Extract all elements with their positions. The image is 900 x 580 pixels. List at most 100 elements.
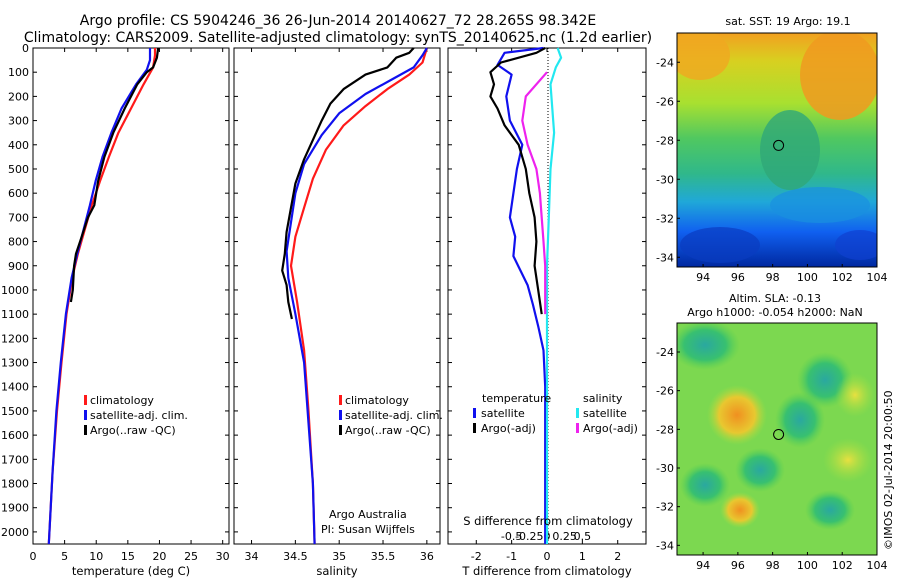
x-tick-label: 2: [614, 550, 621, 563]
salinity-series: [281, 47, 428, 545]
legend-label-t-satellite: satellite: [481, 407, 525, 420]
argo-position-marker: [773, 139, 785, 151]
annotation-pi: PI: Susan Wijffels: [321, 523, 415, 536]
legend-heading-temperature: temperature: [482, 392, 551, 405]
s-difference-ticks: -0.5-0.25 0 0.250.5: [501, 530, 591, 543]
legend-swatch-argo: [84, 425, 87, 435]
legend-swatch-s-satellite: [576, 408, 579, 418]
sla-map-title-line1: Altim. SLA: -0.13: [729, 292, 821, 305]
map-y-tick-label: -26: [656, 385, 674, 398]
sla-map-axes: 94 96 98 100 102 104 -24 -26 -28 -30 -32 -34: [656, 346, 887, 572]
legend-heading-salinity: salinity: [583, 392, 623, 405]
series-line-t-argo-adj-: [489, 47, 546, 315]
x-tick-label: 15: [121, 550, 135, 563]
legend-label-argo: Argo(..raw -QC): [90, 424, 176, 437]
map-x-tick-label: 100: [797, 559, 818, 572]
temperature-x-axis: 0 5 10 15 20 25 30: [30, 48, 230, 563]
figure-title-line1: Argo profile: CS 5904246_36 26-Jun-2014 …: [80, 13, 596, 29]
legend-label-satellite: satellite-adj. clim.: [345, 409, 443, 422]
legend-label-s-satellite: satellite: [583, 407, 627, 420]
sla-heatmap: [677, 323, 877, 555]
depth-axis: 0 100 200 300 400 500 600 700 800 900 1000 1100 1200…: [1, 42, 229, 539]
x-tick-label: 35: [332, 550, 346, 563]
y-tick-label: 700: [8, 211, 29, 224]
sst-map-title: sat. SST: 19 Argo: 19.1: [725, 15, 850, 28]
series-line-s-argo-adj-: [521, 71, 548, 315]
sla-map-panel: Altim. SLA: -0.13 Argo h1000: -0.054 h20…: [656, 292, 887, 572]
sst-map-axes: 94 96 98 100 102 104 -24 -26 -28 -30 -32 -34: [656, 56, 887, 284]
legend-swatch-satellite: [339, 410, 342, 420]
y-tick-label: 900: [8, 260, 29, 273]
map-y-tick-label: -34: [656, 251, 674, 264]
legend-label-argo: Argo(..raw -QC): [345, 424, 431, 437]
x-tick-label: 34.5: [283, 550, 308, 563]
x-tick-label: 5: [61, 550, 68, 563]
y-tick-label: 1600: [1, 429, 29, 442]
map-x-tick-label: 96: [731, 271, 745, 284]
map-x-tick-label: 98: [766, 559, 780, 572]
legend-label-t-argo: Argo(-adj): [481, 422, 536, 435]
s-tick-label: -0.5: [501, 530, 522, 543]
map-x-tick-label: 96: [731, 559, 745, 572]
map-y-tick-label: -32: [656, 501, 674, 514]
map-x-tick-label: 94: [696, 271, 710, 284]
legend-swatch-climatology: [84, 395, 87, 405]
salinity-panel: 34 34.5 35 35.5 36 salinity climatology sate…: [233, 47, 443, 578]
legend-swatch-t-satellite: [473, 408, 476, 418]
map-y-tick-label: -34: [656, 539, 674, 552]
temperature-legend: climatology satellite-adj. clim. Argo(..…: [84, 394, 188, 437]
legend-label-climatology: climatology: [90, 394, 154, 407]
difference-panel: -2 -1 0 1 2 -0.5-0.25 0 0.250.5 T difference f…: [447, 46, 647, 578]
y-tick-label: 1100: [1, 308, 29, 321]
salinity-y-ticks: [234, 47, 440, 533]
x-tick-label: 0: [30, 550, 37, 563]
x-tick-label: 0: [544, 550, 551, 563]
y-tick-label: 0: [22, 42, 29, 55]
map-x-tick-label: 104: [867, 559, 888, 572]
x-tick-label: 34: [245, 550, 259, 563]
x-tick-label: 36: [420, 550, 434, 563]
t-difference-x-axis: -2 -1 0 1 2: [471, 48, 621, 563]
argo-position-marker: [773, 428, 785, 440]
y-tick-label: 1200: [1, 332, 29, 345]
series-line-satellite-adj-clim-: [285, 47, 428, 545]
y-tick-label: 1500: [1, 405, 29, 418]
y-tick-label: 600: [8, 187, 29, 200]
difference-legend: temperature salinity satellite Argo(-adj…: [473, 392, 638, 435]
legend-swatch-t-argo: [473, 423, 476, 433]
temperature-axes-frame: [32, 47, 230, 545]
y-tick-label: 1400: [1, 381, 29, 394]
x-tick-label: -2: [471, 550, 482, 563]
y-tick-label: 1800: [1, 478, 29, 491]
s-difference-xlabel: S difference from climatology: [463, 514, 633, 528]
x-tick-label: 25: [184, 550, 198, 563]
x-tick-label: -1: [506, 550, 517, 563]
annotation-argo-australia: Argo Australia: [329, 508, 407, 521]
map-y-tick-label: -28: [656, 134, 674, 147]
y-tick-label: 2000: [1, 526, 29, 539]
sst-map-panel: sat. SST: 19 Argo: 19.1 94 96 98 100 102 104 -…: [656, 15, 887, 284]
series-line-t-satellite: [496, 46, 547, 544]
legend-label-climatology: climatology: [345, 394, 409, 407]
imos-timestamp: ©IMOS 02-Jul-2014 20:00:50: [882, 390, 895, 550]
map-x-tick-label: 102: [832, 559, 853, 572]
s-tick-label: 0.25: [552, 530, 577, 543]
series-line-satellite-adj-clim-: [47, 48, 152, 545]
x-tick-label: 10: [89, 550, 103, 563]
map-y-tick-label: -30: [656, 173, 674, 186]
s-tick-label: -0.25: [515, 530, 543, 543]
legend-label-satellite: satellite-adj. clim.: [90, 409, 188, 422]
temperature-series: [47, 47, 160, 545]
map-y-tick-label: -32: [656, 212, 674, 225]
y-tick-label: 400: [8, 139, 29, 152]
map-x-tick-label: 94: [696, 559, 710, 572]
series-line-s-satellite: [545, 47, 563, 544]
map-y-tick-label: -28: [656, 423, 674, 436]
map-x-tick-label: 98: [766, 271, 780, 284]
map-y-tick-label: -26: [656, 95, 674, 108]
y-tick-label: 800: [8, 236, 29, 249]
y-tick-label: 100: [8, 66, 29, 79]
y-tick-label: 500: [8, 163, 29, 176]
x-tick-label: 30: [216, 550, 230, 563]
